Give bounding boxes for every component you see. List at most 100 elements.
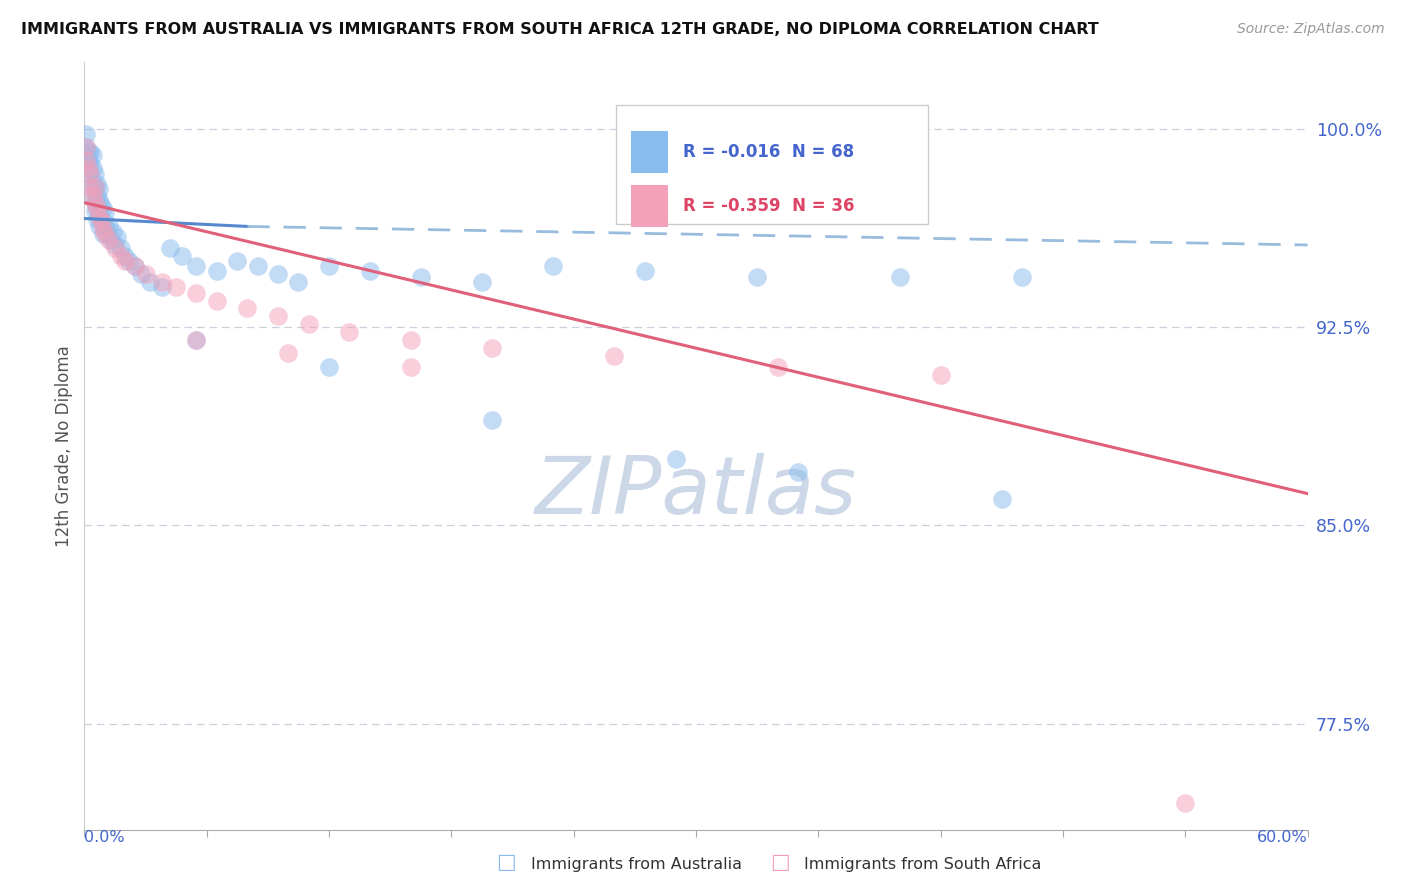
Text: Immigrants from Australia: Immigrants from Australia <box>531 857 742 872</box>
Point <box>83 203 105 218</box>
Point <box>79 179 101 194</box>
Y-axis label: 12th Grade, No Diploma: 12th Grade, No Diploma <box>55 345 73 547</box>
Point <box>318 259 340 273</box>
Point <box>79 167 101 181</box>
Point <box>93 227 115 242</box>
Point <box>110 248 132 262</box>
Text: R = -0.359  N = 36: R = -0.359 N = 36 <box>682 197 853 215</box>
Point <box>124 259 146 273</box>
Point <box>86 187 108 202</box>
Point <box>481 341 503 355</box>
Point <box>83 167 105 181</box>
Point <box>172 248 194 262</box>
Point <box>83 179 105 194</box>
Point <box>135 267 157 281</box>
Text: Source: ZipAtlas.com: Source: ZipAtlas.com <box>1237 22 1385 37</box>
Point <box>86 177 108 191</box>
Point <box>131 267 153 281</box>
FancyBboxPatch shape <box>616 104 928 224</box>
Point <box>339 325 361 339</box>
Point <box>93 206 115 220</box>
FancyBboxPatch shape <box>631 185 668 227</box>
Point <box>150 275 173 289</box>
Point <box>86 201 108 215</box>
Point <box>226 253 249 268</box>
Point <box>101 225 124 239</box>
Point <box>75 140 97 154</box>
Point <box>471 275 494 289</box>
Point <box>298 318 321 332</box>
Point <box>409 269 432 284</box>
Point <box>267 267 290 281</box>
Point <box>79 145 101 160</box>
Point <box>277 346 299 360</box>
Point <box>889 269 911 284</box>
Point <box>90 198 112 212</box>
Point <box>82 190 104 204</box>
Point <box>665 452 688 467</box>
Point <box>87 219 110 234</box>
FancyBboxPatch shape <box>631 131 668 173</box>
Point <box>87 209 110 223</box>
Point <box>83 195 105 210</box>
Point <box>83 179 105 194</box>
Text: ZIPatlas: ZIPatlas <box>534 453 858 531</box>
Point <box>104 241 127 255</box>
Point <box>318 359 340 374</box>
Point <box>543 259 565 273</box>
Point <box>77 153 100 168</box>
Point <box>82 177 104 191</box>
Point <box>1174 796 1197 810</box>
Point <box>991 491 1014 506</box>
Point <box>97 233 120 247</box>
Point <box>603 349 626 363</box>
Point <box>186 259 208 273</box>
Point <box>100 233 122 247</box>
Point <box>138 275 160 289</box>
Point <box>75 153 97 168</box>
Point <box>104 238 127 252</box>
Point <box>1011 269 1033 284</box>
Point <box>91 214 114 228</box>
Point <box>399 333 422 347</box>
Point <box>186 333 208 347</box>
Point <box>77 145 100 160</box>
Point <box>787 466 810 480</box>
Text: □: □ <box>770 853 790 872</box>
Point <box>118 253 141 268</box>
Point <box>75 127 97 141</box>
Point <box>150 280 173 294</box>
Point <box>75 140 97 154</box>
Point <box>77 161 100 176</box>
Point <box>87 193 110 207</box>
Point <box>159 241 181 255</box>
Point <box>90 214 112 228</box>
Point <box>165 280 187 294</box>
Text: IMMIGRANTS FROM AUSTRALIA VS IMMIGRANTS FROM SOUTH AFRICA 12TH GRADE, NO DIPLOMA: IMMIGRANTS FROM AUSTRALIA VS IMMIGRANTS … <box>21 22 1099 37</box>
Point <box>110 241 132 255</box>
Point <box>96 227 118 242</box>
Text: Immigrants from South Africa: Immigrants from South Africa <box>804 857 1042 872</box>
Point <box>91 222 114 236</box>
Text: 0.0%: 0.0% <box>84 830 125 845</box>
Text: □: □ <box>496 853 516 872</box>
Point <box>267 310 290 324</box>
Point <box>83 195 105 210</box>
Point <box>186 285 208 300</box>
Point <box>766 359 789 374</box>
Point <box>481 412 503 426</box>
Point <box>91 201 114 215</box>
Point <box>399 359 422 374</box>
Point <box>77 161 100 176</box>
Text: R = -0.016  N = 68: R = -0.016 N = 68 <box>682 144 853 161</box>
Point <box>87 206 110 220</box>
Point <box>186 333 208 347</box>
Point <box>97 219 120 234</box>
Point <box>634 264 657 278</box>
Point <box>93 219 115 234</box>
Point <box>114 253 136 268</box>
Point <box>287 275 309 289</box>
Point <box>82 161 104 176</box>
Point <box>747 269 769 284</box>
Point <box>82 148 104 162</box>
